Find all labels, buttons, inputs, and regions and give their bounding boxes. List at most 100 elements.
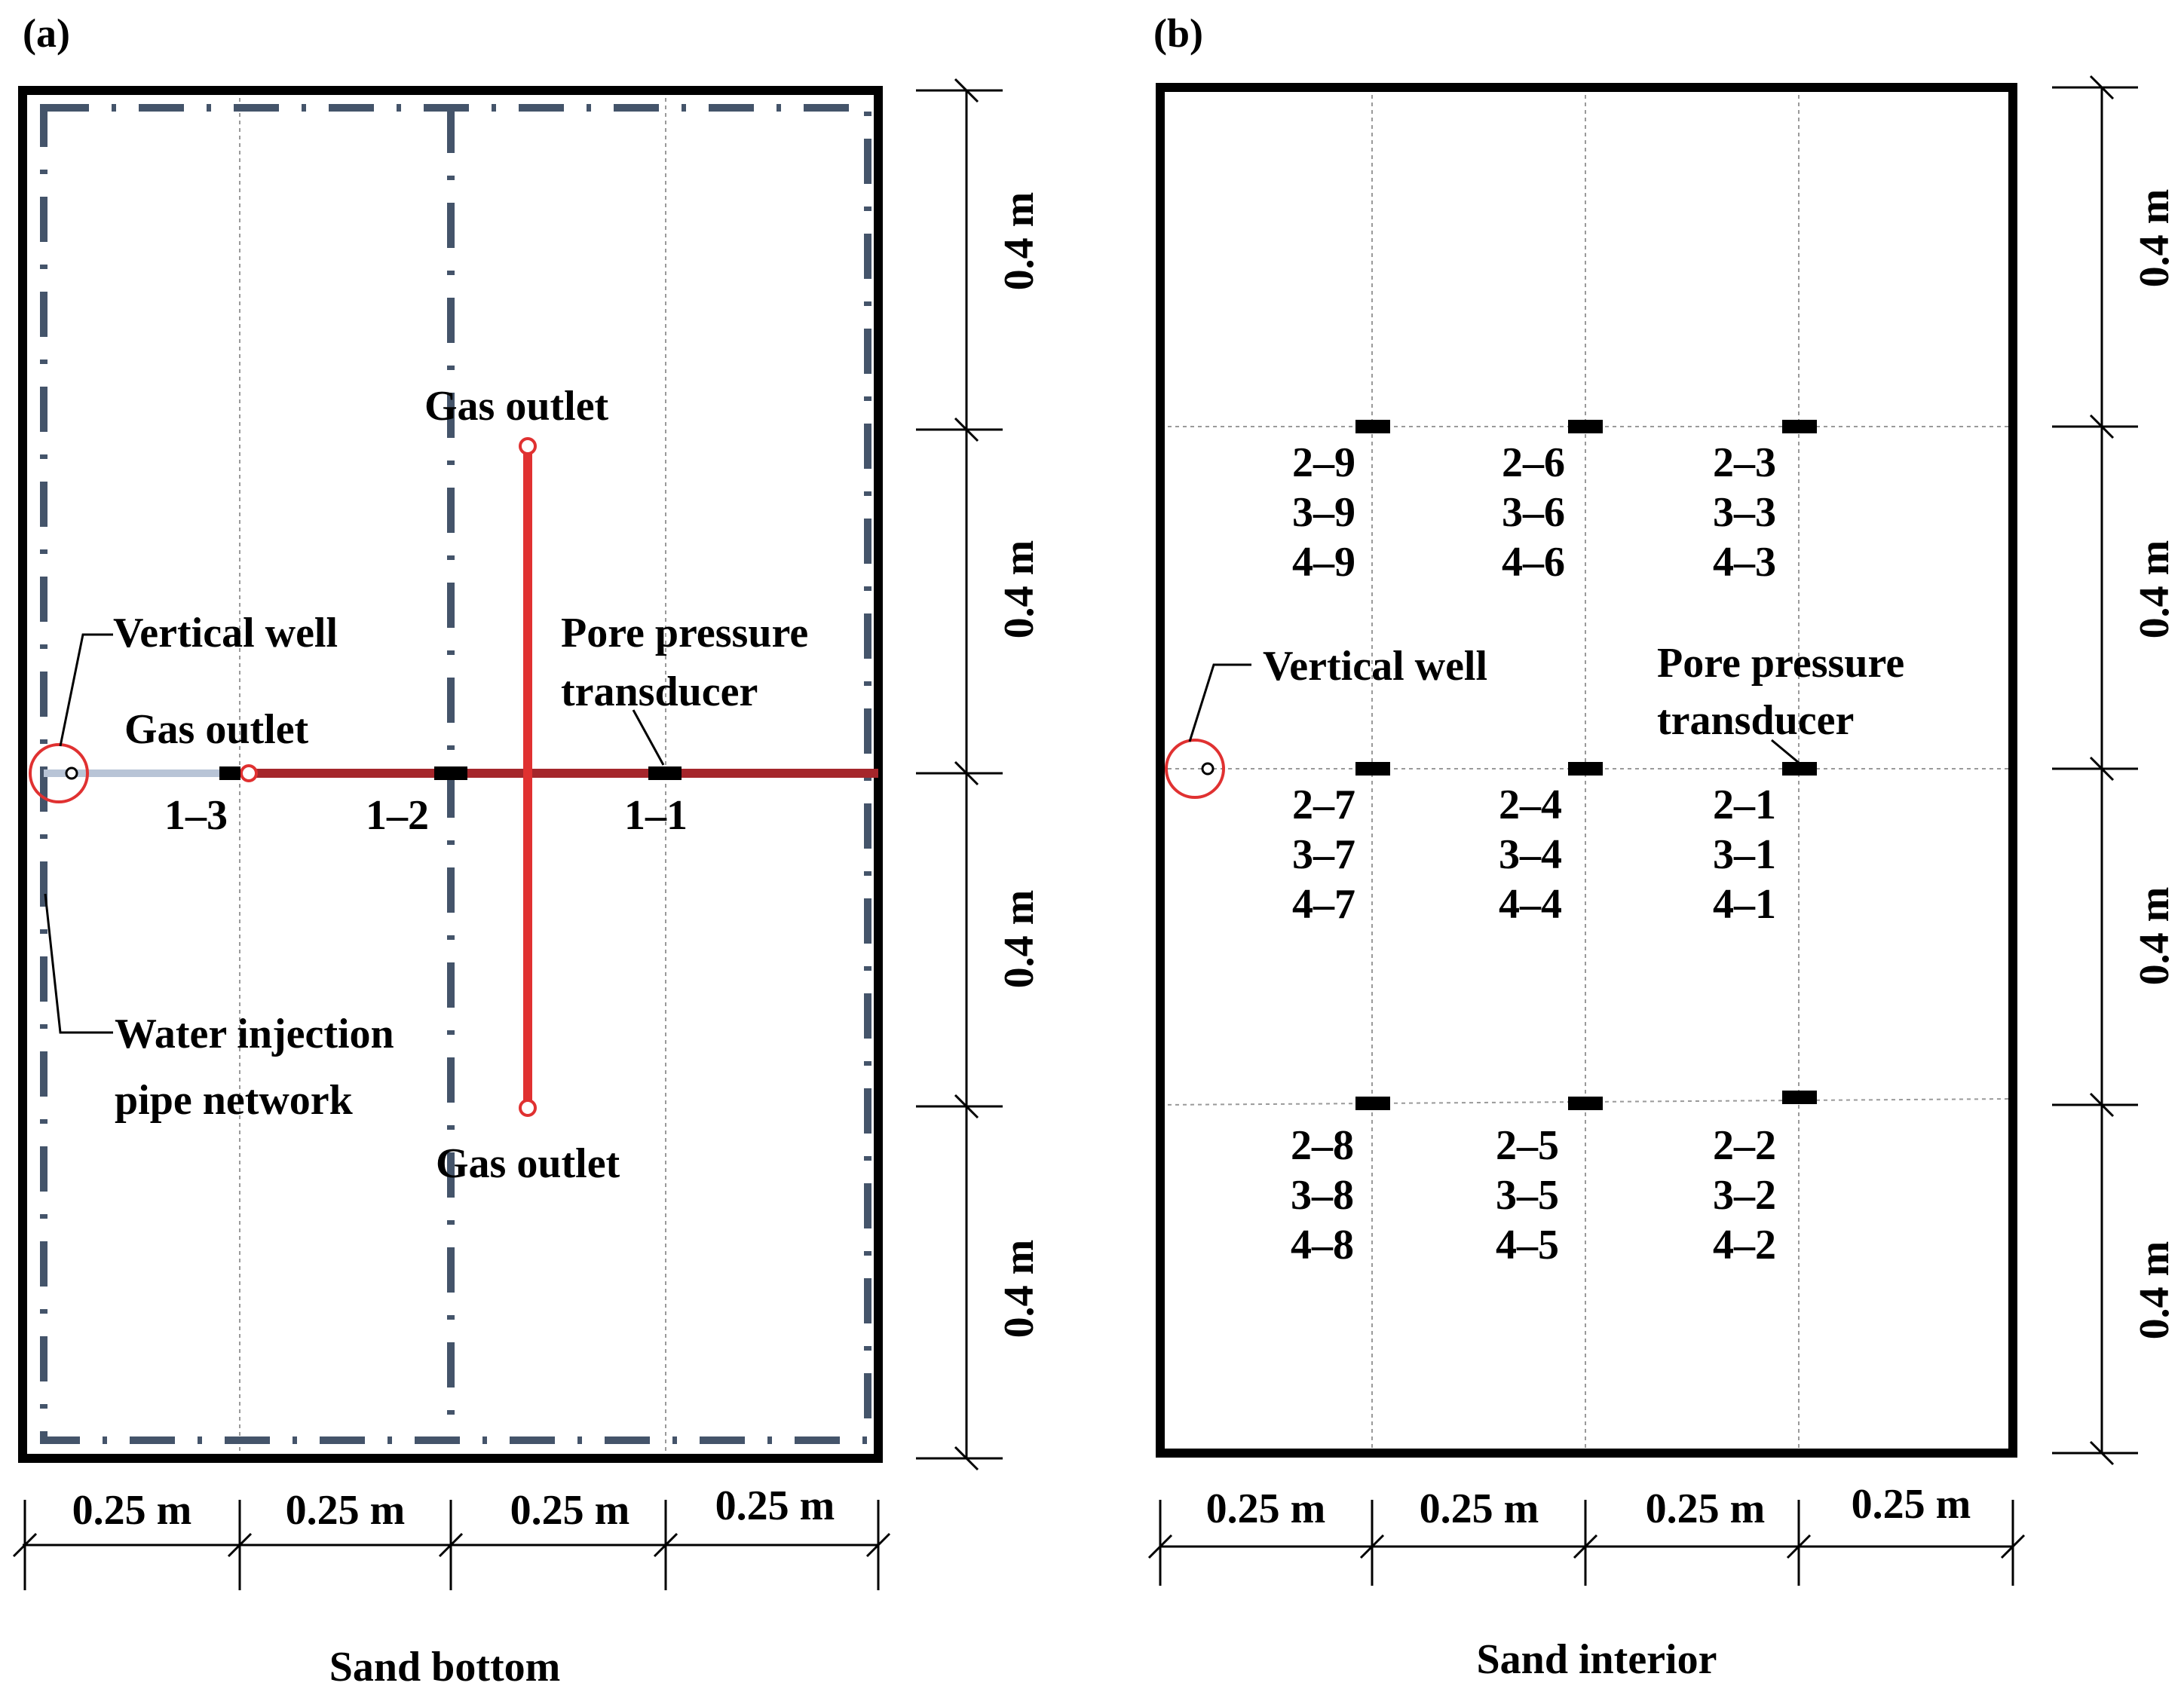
label-gas-outlet-left: Gas outlet	[124, 706, 309, 753]
dim-b-x-1: 0.25 m	[1206, 1485, 1326, 1532]
group-label: 2–6	[1502, 439, 1565, 486]
group-label: 2–8	[1291, 1122, 1354, 1169]
transducer-label-1-3: 1–3	[164, 792, 228, 839]
transducer-label-1-2: 1–2	[366, 792, 429, 839]
dim-tick	[1147, 1534, 1173, 1559]
group-label: 4–2	[1713, 1222, 1776, 1268]
dim-tick	[2089, 756, 2115, 782]
dim-a-x-4: 0.25 m	[715, 1482, 835, 1529]
dim-tick	[438, 1532, 464, 1558]
group-label: 3–3	[1713, 489, 1776, 536]
panel-b-leaders	[1188, 663, 1800, 764]
dim-a-y-1: 0.4 m	[996, 192, 1043, 291]
gas-outlet-left-marker	[240, 764, 258, 782]
gas-outlet-top-marker	[519, 437, 537, 455]
panel-a: (a)	[12, 11, 1043, 1690]
group-label: 2–1	[1713, 782, 1776, 828]
vertical-well-b-core	[1201, 762, 1215, 776]
label-pore-pressure-line2: transducer	[561, 669, 758, 715]
transducer-2-9	[1355, 420, 1390, 433]
leader-vertical-well	[59, 633, 113, 747]
dim-b-x-4: 0.25 m	[1852, 1481, 1971, 1528]
caption-sand-bottom: Sand bottom	[329, 1644, 561, 1690]
transducer-2-8	[1355, 1097, 1390, 1110]
group-label: 3–2	[1713, 1172, 1776, 1219]
panel-b-number-groups: 2–9 3–9 4–9 2–6 3–6 4–6 2–3 3–3 4–3 2–7 …	[1291, 439, 1776, 1268]
caption-sand-interior: Sand interior	[1477, 1636, 1717, 1683]
transducer-label-1-1: 1–1	[624, 792, 688, 839]
group-label: 4–5	[1496, 1222, 1559, 1268]
dim-tick	[1573, 1534, 1598, 1559]
group-label: 3–5	[1496, 1172, 1559, 1219]
group-label: 2–4	[1499, 782, 1562, 828]
dim-tick	[1359, 1534, 1385, 1559]
panel-a-leaders	[44, 633, 665, 1034]
dim-a-x-1: 0.25 m	[72, 1487, 192, 1534]
panel-b-grid	[1159, 87, 2014, 1453]
transducer-1-1	[648, 766, 682, 780]
group-label: 2–2	[1713, 1122, 1776, 1169]
leader-vertical-well-b	[1188, 663, 1251, 742]
dim-a-y-2: 0.4 m	[996, 540, 1043, 639]
panel-a-grid	[239, 90, 666, 1458]
group-label: 4–9	[1292, 539, 1355, 586]
label-pore-pressure-b-line2: transducer	[1657, 697, 1854, 744]
panel-a-letter: (a)	[23, 11, 70, 56]
dim-tick	[12, 1532, 38, 1558]
group-label: 3–4	[1499, 831, 1562, 878]
dim-tick	[954, 760, 979, 786]
group-label: 3–9	[1292, 489, 1355, 536]
leader-water-injection	[44, 893, 113, 1034]
label-gas-outlet-bottom: Gas outlet	[436, 1140, 620, 1187]
transducer-2-3	[1782, 420, 1817, 433]
panel-b-frame	[1156, 83, 2017, 1458]
grid-line	[1159, 1098, 2014, 1106]
dim-b-y-3: 0.4 m	[2131, 887, 2178, 986]
transducer-2-4	[1568, 762, 1603, 776]
panel-b: (b) Vertica	[1147, 11, 2178, 1683]
dim-tick	[2089, 1092, 2115, 1118]
dim-tick	[954, 417, 979, 442]
label-pore-pressure-line1: Pore pressure	[561, 610, 808, 656]
dim-tick	[227, 1532, 253, 1558]
group-label: 3–8	[1291, 1172, 1354, 1219]
dim-tick	[2089, 414, 2115, 439]
panel-a-dim-right	[916, 78, 1003, 1471]
dim-tick	[954, 1446, 979, 1471]
dim-b-y-2: 0.4 m	[2131, 540, 2178, 639]
dim-b-y-1: 0.4 m	[2131, 189, 2178, 288]
label-vertical-well-b: Vertical well	[1263, 643, 1487, 690]
panel-b-dim-bottom	[1147, 1500, 2026, 1586]
panel-b-letter: (b)	[1153, 11, 1203, 56]
transducer-2-5	[1568, 1097, 1603, 1110]
group-label: 2–5	[1496, 1122, 1559, 1169]
dim-a-y-4: 0.4 m	[996, 1240, 1043, 1339]
group-label: 2–7	[1292, 782, 1355, 828]
leader-pore-pressure-b	[1771, 739, 1800, 764]
dim-tick	[2089, 1440, 2115, 1466]
group-label: 4–4	[1499, 881, 1562, 928]
label-vertical-well: Vertical well	[113, 610, 338, 656]
dim-tick	[865, 1532, 891, 1558]
vertical-well-a-core	[65, 766, 78, 780]
group-label: 3–7	[1292, 831, 1355, 878]
transducer-2-2	[1782, 1091, 1817, 1104]
transducer-2-6	[1568, 420, 1603, 433]
dim-b-x-3: 0.25 m	[1646, 1485, 1766, 1532]
group-label: 4–7	[1292, 881, 1355, 928]
group-label: 3–6	[1502, 489, 1565, 536]
transducer-1-2	[434, 766, 467, 780]
dim-a-y-3: 0.4 m	[996, 890, 1043, 989]
dim-b-x-2: 0.25 m	[1420, 1485, 1539, 1532]
dim-a-x-3: 0.25 m	[510, 1487, 630, 1534]
panel-b-transducers	[1355, 420, 1817, 1110]
leader-pore-pressure	[632, 709, 665, 766]
dim-b-y-4: 0.4 m	[2131, 1241, 2178, 1340]
label-water-injection-line2: pipe network	[115, 1077, 354, 1124]
transducer-1-3	[219, 766, 240, 780]
panel-b-dim-right	[2052, 75, 2138, 1466]
group-label: 4–8	[1291, 1222, 1354, 1268]
dim-tick	[2000, 1534, 2026, 1559]
dim-tick	[954, 78, 979, 103]
